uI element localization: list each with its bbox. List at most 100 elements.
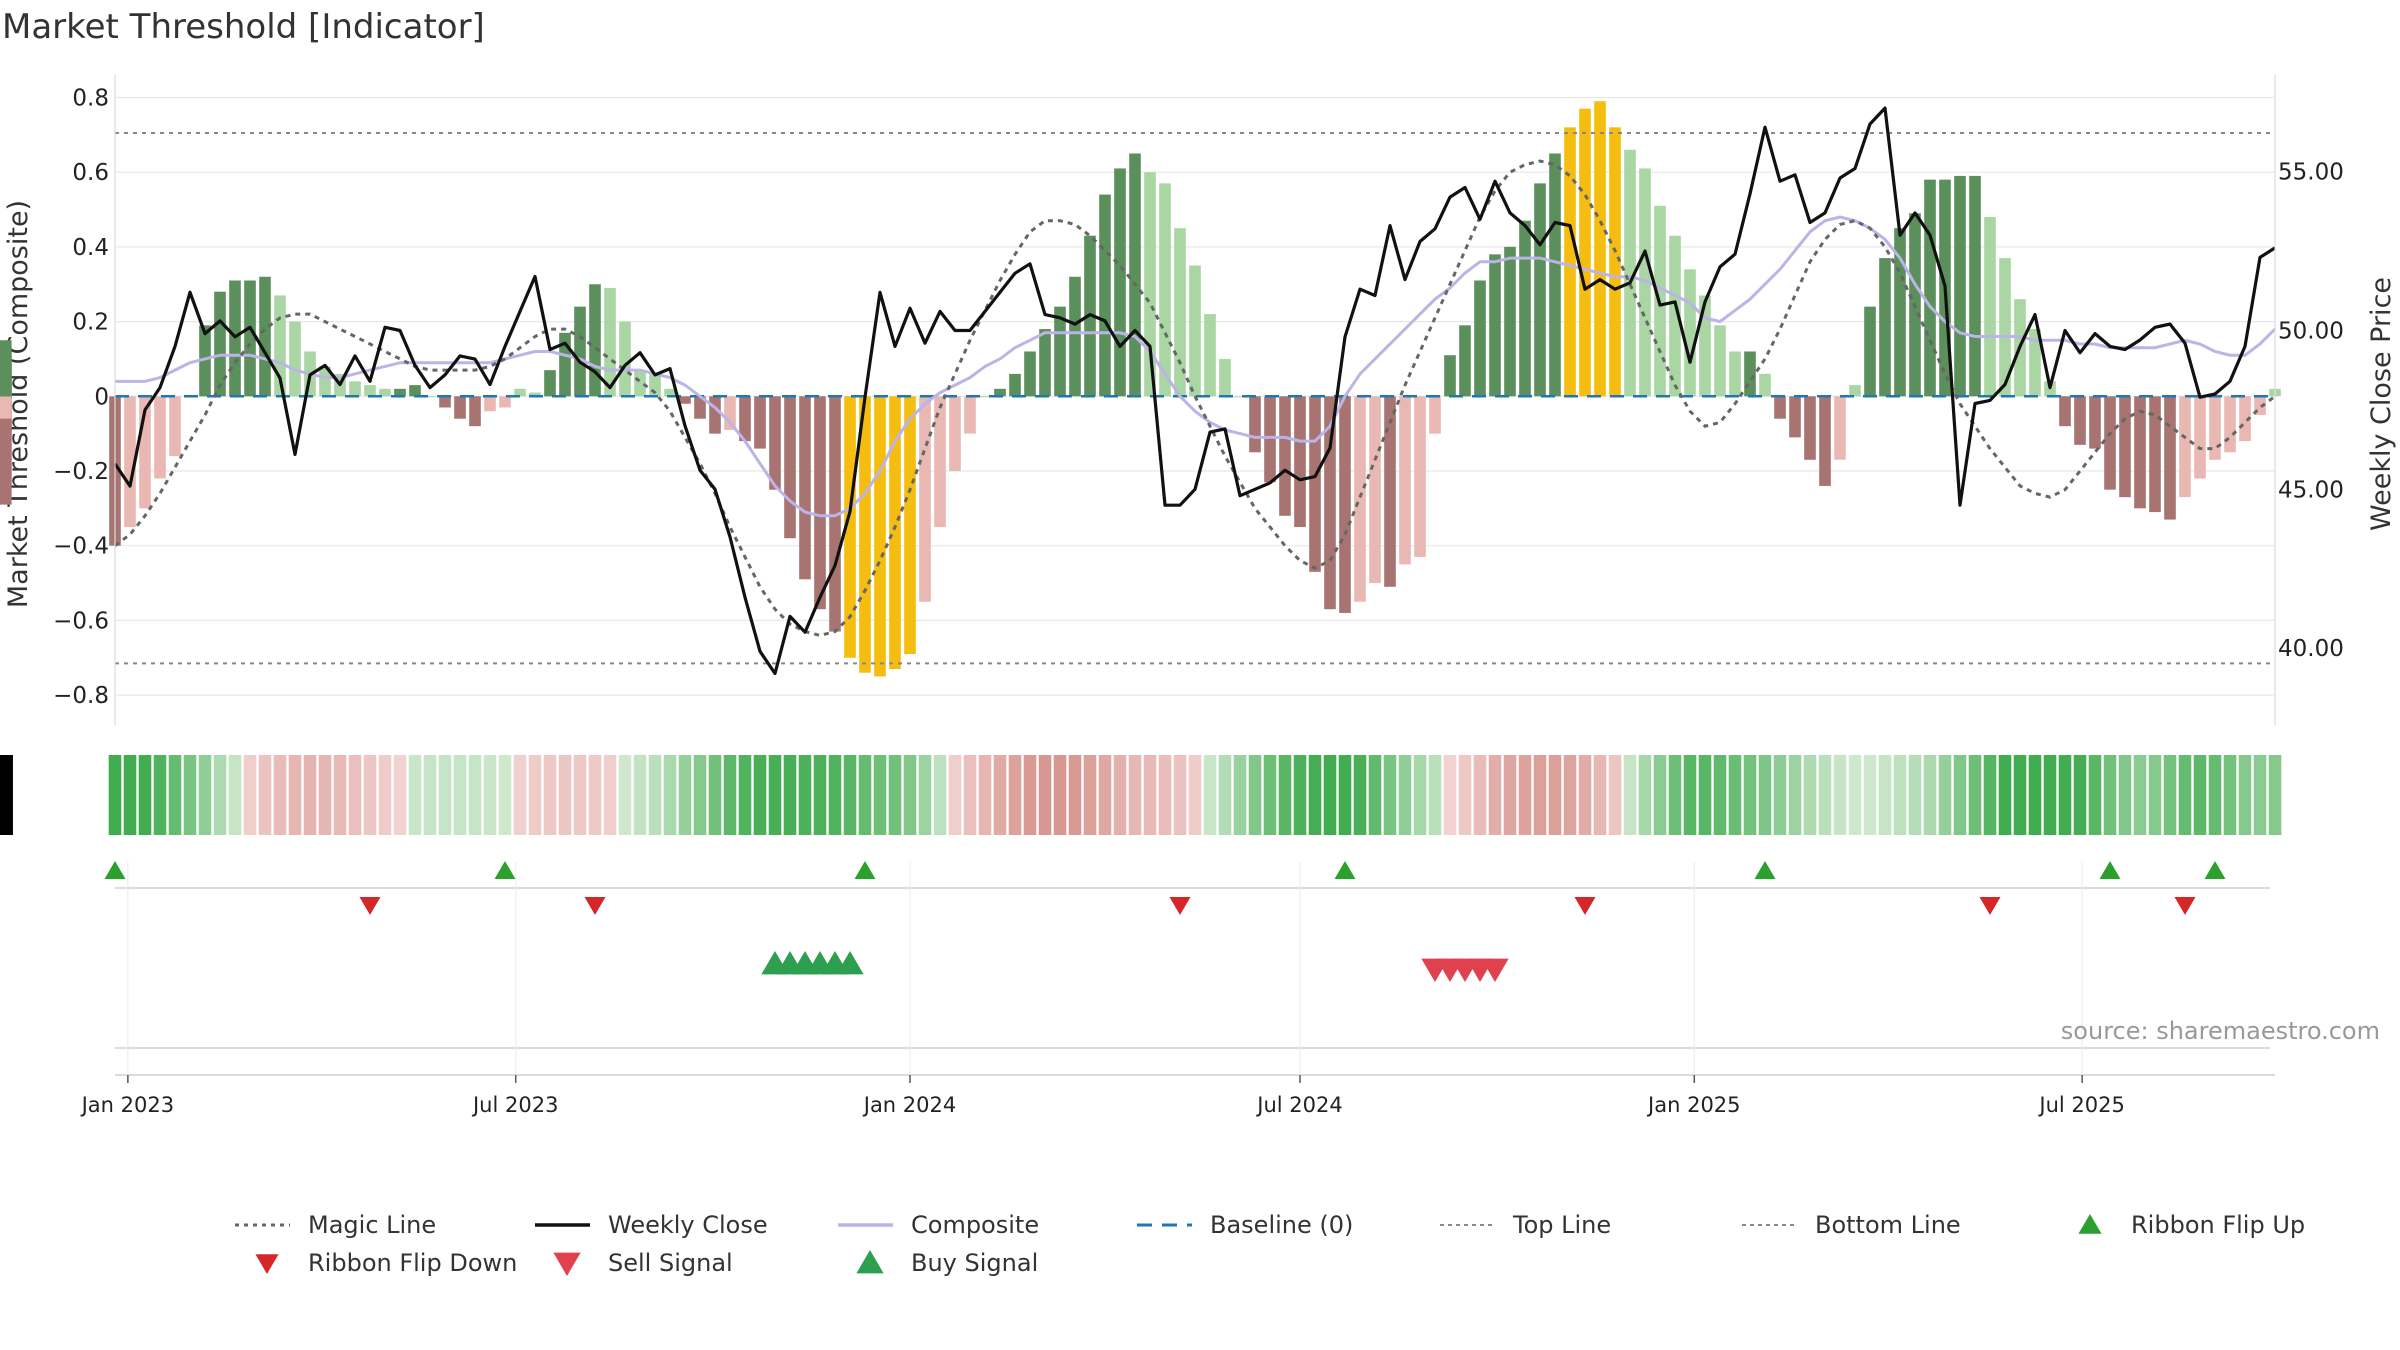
ribbon-cell [1683, 755, 1697, 835]
histogram-bar [1099, 194, 1111, 397]
ribbon-cell [948, 755, 962, 835]
legend-item: Ribbon Flip Down [255, 1249, 517, 1277]
histogram-bar [1819, 396, 1831, 486]
ribbon-cell [138, 755, 152, 835]
y2-tick-label: 50.00 [2278, 318, 2344, 344]
ribbon-cell [873, 755, 887, 835]
ribbon-cell [498, 755, 512, 835]
ribbon-cell [303, 755, 317, 835]
histogram-bar [1444, 355, 1456, 397]
histogram-bar [1864, 306, 1876, 397]
ribbon-cell [813, 755, 827, 835]
histogram-bar [1339, 396, 1351, 613]
ribbon-cell [168, 755, 182, 835]
histogram-bar [979, 396, 991, 398]
legend-label: Magic Line [308, 1211, 436, 1239]
ribbon-cell [1428, 755, 1442, 835]
histogram-bar [964, 396, 976, 434]
ribbon-cell [1848, 755, 1862, 835]
y2-axis-label: Weekly Close Price [2366, 277, 2397, 531]
ribbon-cell [1323, 755, 1337, 835]
histogram-bar [574, 306, 586, 397]
magic-line [114, 159, 2276, 637]
ribbon-cell [1473, 755, 1487, 835]
histogram-bar [1834, 396, 1846, 460]
histogram-bar [1849, 385, 1861, 397]
y-tick-label: 0.4 [72, 235, 109, 261]
legend-item: Ribbon Flip Up [2078, 1211, 2305, 1239]
histogram-bar [829, 396, 841, 632]
histogram-bar [274, 295, 286, 397]
histogram-bar [949, 396, 961, 471]
ribbon-cell [123, 755, 137, 835]
histogram-bar [604, 287, 616, 397]
ribbon-cell [1083, 755, 1097, 835]
ribbon-cell [993, 755, 1007, 835]
ribbon-cell [273, 755, 287, 835]
histogram-bar [1054, 306, 1066, 397]
legend-label: Ribbon Flip Down [308, 1249, 517, 1277]
histogram-bar [1369, 396, 1381, 584]
ribbon-cell [1758, 755, 1772, 835]
ribbon-cell [2238, 755, 2252, 835]
legend-label: Ribbon Flip Up [2131, 1211, 2305, 1239]
histogram-bar [799, 396, 811, 580]
ribbon-cell [678, 755, 692, 835]
ribbon-cell [573, 755, 587, 835]
ribbon-cell [2178, 755, 2192, 835]
histogram-bar [214, 291, 226, 397]
ribbon-cell [1338, 755, 1352, 835]
ribbon-cell [243, 755, 257, 835]
sell-signal-marker [1481, 958, 1509, 982]
ribbon-cell [453, 755, 467, 835]
ribbon-cell [1053, 755, 1067, 835]
legend-label: Sell Signal [608, 1249, 733, 1277]
ribbon-cell [693, 755, 707, 835]
ribbon-cell [363, 755, 377, 835]
x-tick-label: Jan 2025 [1646, 1093, 1741, 1117]
histogram-bar [2224, 396, 2236, 453]
ribbon-cell [1368, 755, 1382, 835]
histogram-bar [859, 396, 871, 673]
composite-line [115, 215, 2277, 518]
ribbon-cell [1068, 755, 1082, 835]
source-note: source: sharemaestro.com [2061, 1017, 2380, 1045]
ribbon-cell [558, 755, 572, 835]
ribbon-cell [843, 755, 857, 835]
histogram-bar [289, 321, 301, 397]
ribbon-cell [1023, 755, 1037, 835]
histogram-bar [619, 321, 631, 397]
histogram-bar [1684, 269, 1696, 397]
histogram-bar [1009, 373, 1021, 397]
legend-item: Bottom Line [1742, 1211, 1961, 1239]
ribbon-cell [2088, 755, 2102, 835]
histogram-bar [679, 396, 691, 404]
ribbon-cell [528, 755, 542, 835]
y-tick-label: 0.8 [72, 85, 109, 111]
histogram-bar [1354, 396, 1366, 602]
histogram-bar [199, 325, 211, 397]
histogram-bar [1879, 258, 1891, 397]
ribbon-cell [1413, 755, 1427, 835]
ribbon-cell [753, 755, 767, 835]
ribbon-cell [1593, 755, 1607, 835]
histogram-bar [1774, 396, 1786, 419]
ribbon-cell [1608, 755, 1622, 835]
ribbon-cell [1773, 755, 1787, 835]
ribbon-flip-down-marker [1979, 897, 2001, 915]
histogram-bar [1069, 276, 1081, 397]
ribbon-cell [888, 755, 902, 835]
ribbon-cell [1038, 755, 1052, 835]
y2-tick-label: 40.00 [2278, 636, 2344, 662]
legend-item: Sell Signal [553, 1249, 733, 1277]
histogram-bar [0, 340, 12, 397]
histogram-bar [529, 392, 541, 397]
histogram-bar [2134, 396, 2146, 509]
ribbon-cell [1863, 755, 1877, 835]
histogram-bar [349, 381, 361, 397]
histogram-bar [1159, 183, 1171, 397]
ribbon-cell [2253, 755, 2267, 835]
histogram-bar [1249, 396, 1261, 453]
ribbon-cell [1983, 755, 1997, 835]
ribbon-cell [378, 755, 392, 835]
